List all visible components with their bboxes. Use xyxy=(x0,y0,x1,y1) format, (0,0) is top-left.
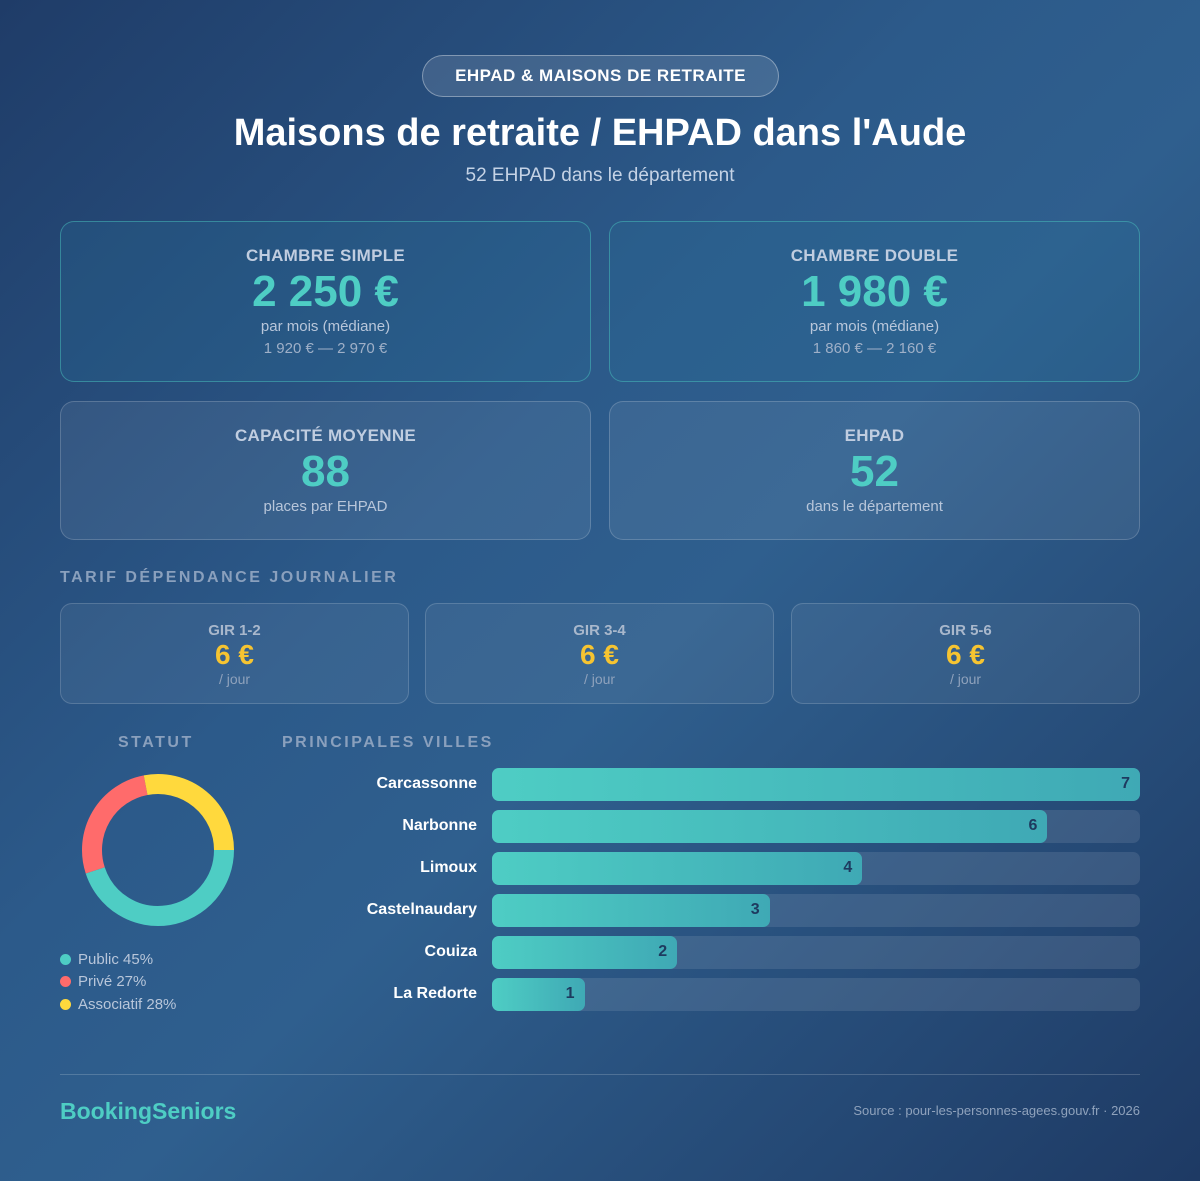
legend-item-public: Public 45% xyxy=(60,948,176,971)
bar: 6 xyxy=(492,810,1048,843)
gir-unit: / jour xyxy=(218,671,251,687)
bar: 4 xyxy=(492,852,863,885)
card-label: CAPACITÉ MOYENNE xyxy=(234,426,417,445)
bar-track: 6 xyxy=(492,810,1140,843)
legend-dot xyxy=(60,976,71,988)
bar-row: Castelnaudary 3 xyxy=(280,894,1140,927)
bar-row: Narbonne 6 xyxy=(280,810,1140,843)
bar-row: Limoux 4 xyxy=(280,852,1140,885)
bar: 3 xyxy=(492,894,770,927)
bar-label: Limoux xyxy=(420,859,477,876)
bar-track: 3 xyxy=(492,894,1140,927)
gir-label: GIR 3-4 xyxy=(573,622,626,639)
donut-slice-public xyxy=(85,849,234,926)
card-note: par mois (médiane) xyxy=(809,318,940,335)
category-badge: EHPAD & MAISONS DE RETRAITE xyxy=(422,55,779,97)
statut-donut-chart xyxy=(82,774,234,926)
statut-legend: Public 45% Privé 27% Associatif 28% xyxy=(60,948,176,1016)
gir-value: 6 € xyxy=(580,639,619,670)
legend-label: Associatif 28% xyxy=(78,995,177,1013)
legend-item-prive: Privé 27% xyxy=(60,971,176,994)
legend-label: Public 45% xyxy=(78,950,154,968)
page-subtitle: 52 EHPAD dans le département xyxy=(465,165,735,186)
bar-label: La Redorte xyxy=(393,985,477,1002)
gir-unit: / jour xyxy=(949,671,982,687)
bar-track: 1 xyxy=(492,978,1140,1011)
card-range: 1 920 € — 2 970 € xyxy=(263,340,388,357)
gir-card: GIR 3-4 6 € / jour xyxy=(425,603,774,704)
bar-label: Couiza xyxy=(424,943,477,960)
legend-label: Privé 27% xyxy=(78,973,147,991)
card-ehpad-count: EHPAD 52 dans le département xyxy=(609,401,1140,540)
card-capacite: CAPACITÉ MOYENNE 88 places par EHPAD xyxy=(60,401,591,540)
bar-label: Narbonne xyxy=(402,817,477,834)
card-note: places par EHPAD xyxy=(263,498,388,515)
gir-card: GIR 5-6 6 € / jour xyxy=(791,603,1140,704)
gir-card: GIR 1-2 6 € / jour xyxy=(60,603,409,704)
card-label: CHAMBRE SIMPLE xyxy=(245,246,406,265)
bar-value-label: 6 xyxy=(1028,817,1038,834)
gir-value: 6 € xyxy=(946,639,985,670)
gir-unit: / jour xyxy=(583,671,616,687)
legend-dot xyxy=(60,953,71,965)
card-value: 1 980 € xyxy=(801,267,948,316)
villes-title: PRINCIPALES VILLES xyxy=(282,734,494,751)
legend-dot xyxy=(60,998,71,1010)
bar-row: La Redorte 1 xyxy=(280,978,1140,1011)
bar-value-label: 2 xyxy=(658,943,668,960)
gir-label: GIR 1-2 xyxy=(208,622,261,639)
card-label: CHAMBRE DOUBLE xyxy=(790,246,959,265)
card-value: 88 xyxy=(301,447,350,496)
donut-slice-prive xyxy=(82,775,148,874)
donut-slice-associatif xyxy=(143,774,234,851)
card-value: 2 250 € xyxy=(252,267,399,316)
bar-track: 2 xyxy=(492,936,1140,969)
bar-value-label: 7 xyxy=(1121,775,1130,792)
card-range: 1 860 € — 2 160 € xyxy=(812,340,937,357)
footer-divider xyxy=(60,1074,1140,1075)
gir-value: 6 € xyxy=(215,639,254,670)
brand-logo[interactable]: BookingSeniors xyxy=(60,1098,237,1124)
bar-track: 4 xyxy=(492,852,1140,885)
bar-value-label: 1 xyxy=(565,985,575,1002)
bar-track: 7 xyxy=(492,768,1140,801)
bar-row: Carcassonne 7 xyxy=(280,768,1140,801)
bar: 1 xyxy=(492,978,585,1011)
bar-value-label: 4 xyxy=(843,859,853,876)
card-value: 52 xyxy=(850,447,899,496)
source-text: Source : pour-les-personnes-agees.gouv.f… xyxy=(853,1103,1140,1118)
page-title: Maisons de retraite / EHPAD dans l'Aude xyxy=(233,112,967,154)
bar: 2 xyxy=(492,936,678,969)
card-chambre-double: CHAMBRE DOUBLE 1 980 € par mois (médiane… xyxy=(609,221,1140,382)
bar: 7 xyxy=(492,768,1140,801)
card-note: dans le département xyxy=(806,498,943,515)
bar-value-label: 3 xyxy=(750,901,760,918)
bar-label: Castelnaudary xyxy=(366,901,477,918)
card-chambre-simple: CHAMBRE SIMPLE 2 250 € par mois (médiane… xyxy=(60,221,591,382)
card-note: par mois (médiane) xyxy=(260,318,391,335)
tarif-section-title: TARIF DÉPENDANCE JOURNALIER xyxy=(60,569,399,586)
legend-item-associatif: Associatif 28% xyxy=(60,993,176,1016)
bar-label: Carcassonne xyxy=(376,775,478,792)
statut-title: STATUT xyxy=(118,734,194,751)
bar-row: Couiza 2 xyxy=(280,936,1140,969)
gir-label: GIR 5-6 xyxy=(939,622,992,639)
card-label: EHPAD xyxy=(844,426,905,445)
